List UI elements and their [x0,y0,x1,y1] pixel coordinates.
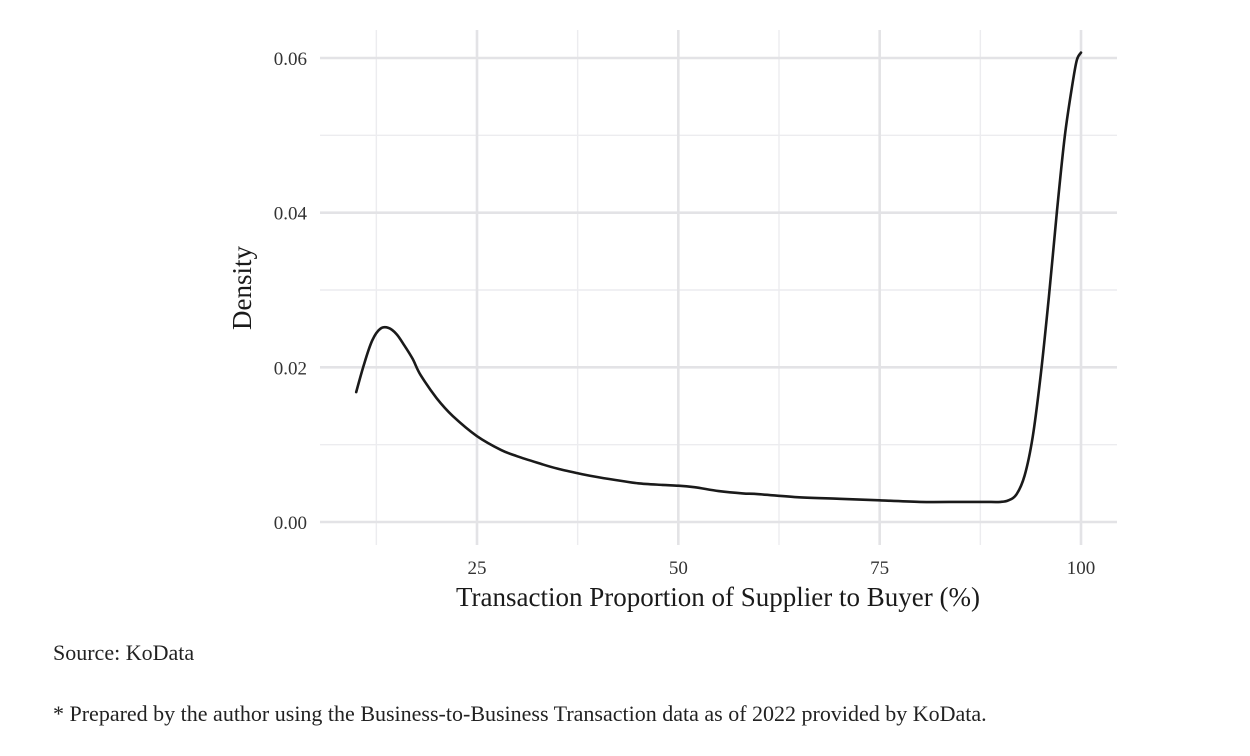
x-tick-label: 100 [1067,558,1096,579]
density-curve [354,51,1083,504]
x-axis-tick-labels: 25 50 75 100 [468,558,1096,579]
x-tick-label: 25 [468,558,487,579]
y-axis-title: Density [227,246,257,330]
y-tick-label: 0.02 [274,358,307,379]
density-chart: 0.00 0.02 0.04 0.06 25 50 75 100 Transaction P… [227,30,1117,612]
source-caption: Source: KoData [53,640,195,665]
x-tick-label: 75 [870,558,889,579]
minor-gridlines [320,30,1117,545]
y-tick-label: 0.00 [274,513,307,534]
major-gridlines [320,30,1117,545]
x-tick-label: 50 [669,558,688,579]
y-axis-tick-labels: 0.00 0.02 0.04 0.06 [274,49,308,534]
y-tick-label: 0.06 [274,49,307,70]
footnote: * Prepared by the author using the Busin… [53,701,987,726]
x-axis-title: Transaction Proportion of Supplier to Bu… [456,582,980,612]
y-tick-label: 0.04 [274,204,308,225]
